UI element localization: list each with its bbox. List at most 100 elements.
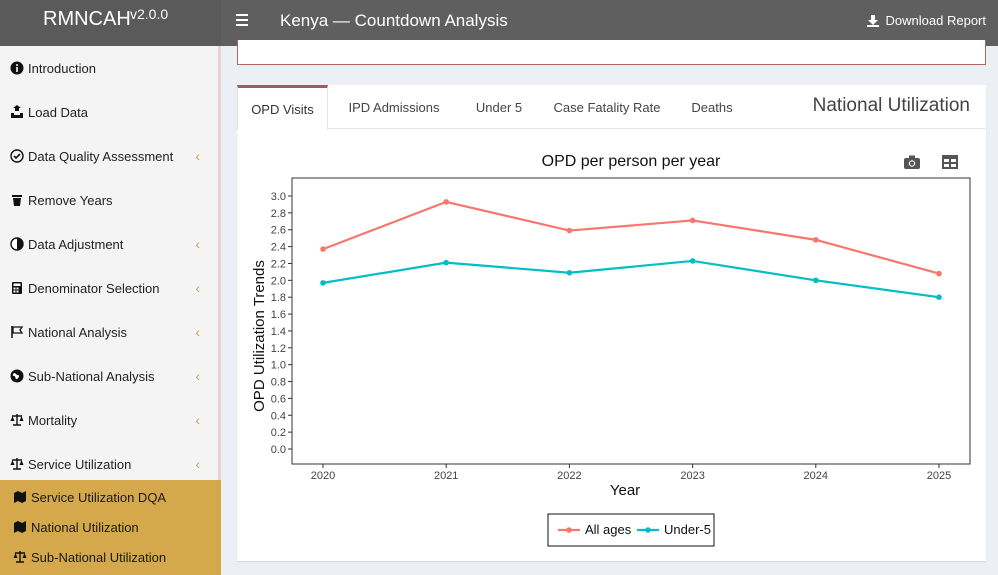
sidebar-item-label: Remove Years bbox=[28, 192, 113, 208]
sidebar-item-label: Mortality bbox=[28, 412, 78, 428]
y-axis-title: OPD Utilization Trends bbox=[251, 260, 268, 412]
info-circle-icon bbox=[10, 61, 24, 75]
tab-opd-visits[interactable]: OPD Visits bbox=[237, 85, 328, 130]
scale-icon bbox=[10, 458, 24, 470]
service-utilization-submenu: Service Utilization DQA National Utilizat… bbox=[0, 480, 221, 575]
chevron-left-icon: ‹ bbox=[195, 456, 200, 472]
data-point bbox=[813, 237, 819, 243]
scale-icon bbox=[13, 551, 27, 563]
sidebar-item-label: Load Data bbox=[28, 104, 88, 120]
sidebar-item-label: Service Utilization bbox=[28, 456, 132, 472]
data-point bbox=[443, 199, 449, 205]
sidebar-item-label: Data Quality Assessment bbox=[28, 148, 174, 164]
sidebar-item-denominator-selection[interactable]: Denominator Selection ‹ bbox=[0, 266, 218, 310]
x-tick-label: 2023 bbox=[680, 470, 704, 482]
check-circle-icon bbox=[10, 149, 24, 163]
submenu-item-service-utilization-dqa[interactable]: Service Utilization DQA bbox=[0, 482, 221, 512]
top-navbar: RMNCAH v2.0.0 Kenya — Countdown Analysis… bbox=[0, 0, 998, 46]
adjust-icon bbox=[10, 237, 24, 251]
app-version: v2.0.0 bbox=[130, 6, 169, 22]
data-point bbox=[936, 270, 942, 277]
download-icon bbox=[866, 14, 879, 27]
sidebar-item-label: Introduction bbox=[28, 60, 96, 76]
x-tick-label: 2022 bbox=[557, 470, 581, 482]
data-point bbox=[566, 227, 573, 234]
y-tick-label: 0.2 bbox=[271, 427, 286, 439]
sidebar-item-load-data[interactable]: Load Data bbox=[0, 90, 218, 134]
download-report-label: Download Report bbox=[885, 13, 986, 28]
national-utilization-card: OPD Visits IPD Admissions Under 5 Case Fata… bbox=[237, 85, 986, 561]
previous-box-bottom bbox=[237, 40, 986, 65]
series-line-under-5 bbox=[322, 259, 940, 299]
y-tick-label: 2.6 bbox=[271, 225, 286, 237]
map-icon bbox=[14, 521, 26, 533]
submenu-item-sub-national-utilization[interactable]: Sub-National Utilization bbox=[0, 542, 221, 572]
submenu-item-label: Sub-National Utilization bbox=[31, 549, 167, 565]
y-tick-label: 0.6 bbox=[271, 393, 286, 405]
download-report-button[interactable]: Download Report bbox=[866, 13, 986, 28]
flag-icon bbox=[11, 326, 24, 338]
y-tick-label: 2.4 bbox=[271, 242, 286, 254]
series-line-all-ages bbox=[322, 200, 940, 275]
y-tick-label: 3.0 bbox=[271, 191, 286, 203]
plot-panel-border bbox=[291, 177, 971, 465]
sidebar-item-data-adjustment[interactable]: Data Adjustment ‹ bbox=[0, 222, 218, 266]
submenu-item-national-utilization[interactable]: National Utilization bbox=[0, 512, 221, 542]
sidebar: Introduction Load Data Data Quality Assess… bbox=[0, 46, 221, 575]
page-title: Kenya — Countdown Analysis bbox=[280, 11, 508, 30]
camera-icon[interactable] bbox=[903, 154, 921, 170]
tab-case-fatality-rate[interactable]: Case Fatality Rate bbox=[553, 99, 661, 115]
tab-deaths[interactable]: Deaths bbox=[691, 99, 733, 115]
upload-icon bbox=[11, 105, 23, 118]
tab-under-5[interactable]: Under 5 bbox=[475, 99, 523, 115]
sidebar-item-remove-years[interactable]: Remove Years bbox=[0, 178, 218, 222]
chart-title: OPD per person per year bbox=[541, 153, 721, 170]
y-tick-label: 1.4 bbox=[271, 326, 286, 338]
data-point bbox=[936, 294, 942, 300]
sidebar-item-label: Denominator Selection bbox=[28, 280, 160, 296]
legend-label: All ages bbox=[585, 522, 632, 537]
data-point bbox=[443, 259, 449, 266]
data-point bbox=[320, 246, 326, 252]
sidebar-item-mortality[interactable]: Mortality ‹ bbox=[0, 398, 218, 442]
brand[interactable]: RMNCAH v2.0.0 bbox=[0, 0, 221, 46]
y-tick-label: 1.0 bbox=[271, 360, 286, 372]
x-tick-label: 2020 bbox=[311, 470, 335, 482]
sidebar-item-sub-national-analysis[interactable]: Sub-National Analysis ‹ bbox=[0, 354, 218, 398]
data-point bbox=[813, 277, 819, 284]
opd-line-chart: 0.0 0.2 0.4 0.6 0.8 1.0 1.2 1.4 1.6 1.8 2.0 2.2 2.4 2… bbox=[251, 177, 971, 547]
sidebar-item-data-quality-assessment[interactable]: Data Quality Assessment ‹ bbox=[0, 134, 218, 178]
sidebar-item-service-utilization[interactable]: Service Utilization ‹ bbox=[0, 442, 218, 486]
y-tick-label: 2.2 bbox=[271, 258, 286, 270]
chevron-left-icon: ‹ bbox=[195, 148, 200, 164]
chevron-left-icon: ‹ bbox=[195, 236, 200, 252]
x-tick-label: 2024 bbox=[804, 470, 828, 482]
sidebar-item-introduction[interactable]: Introduction bbox=[0, 46, 218, 90]
legend-key-point bbox=[645, 527, 651, 533]
globe-icon bbox=[10, 369, 24, 383]
app-name: RMNCAH bbox=[43, 8, 131, 30]
data-point bbox=[689, 258, 696, 264]
legend-key-point bbox=[566, 527, 572, 533]
y-tick-label: 0.8 bbox=[271, 377, 286, 389]
legend-label: Under-5 bbox=[664, 522, 711, 537]
chevron-left-icon: ‹ bbox=[195, 280, 200, 296]
y-tick-label: 2.0 bbox=[271, 275, 286, 287]
submenu-item-label: National Utilization bbox=[31, 519, 139, 535]
hamburger-menu-icon[interactable] bbox=[236, 14, 248, 26]
data-point bbox=[689, 217, 696, 224]
y-tick-label: 1.6 bbox=[271, 309, 286, 321]
card-title: National Utilization bbox=[812, 95, 970, 116]
tab-ipd-admissions[interactable]: IPD Admissions bbox=[348, 99, 440, 115]
y-tick-label: 2.8 bbox=[271, 208, 286, 220]
map-icon bbox=[14, 491, 26, 503]
x-tick-label: 2025 bbox=[927, 470, 951, 482]
x-tick-label: 2021 bbox=[434, 470, 458, 482]
data-point bbox=[320, 280, 326, 286]
sidebar-item-national-analysis[interactable]: National Analysis ‹ bbox=[0, 310, 218, 354]
y-tick-label: 0.0 bbox=[271, 444, 286, 456]
scale-icon bbox=[10, 414, 24, 426]
table-icon[interactable] bbox=[941, 154, 959, 170]
y-tick-label: 0.4 bbox=[271, 410, 286, 422]
y-tick-label: 1.2 bbox=[271, 343, 286, 355]
